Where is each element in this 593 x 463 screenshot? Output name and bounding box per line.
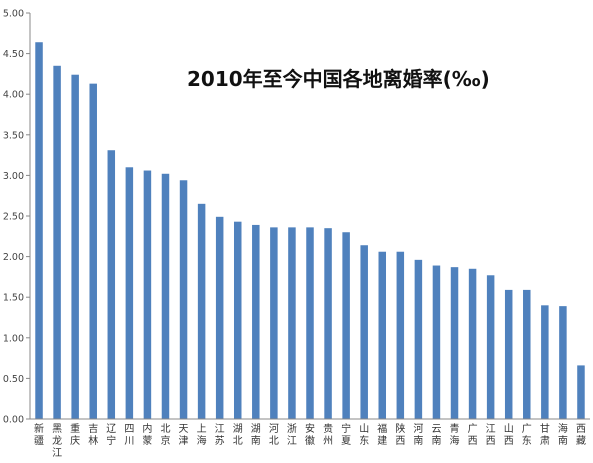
y-tick-label: 0.50 [3, 374, 24, 385]
y-tick-label: 3.00 [3, 171, 24, 182]
bar [486, 275, 495, 419]
x-axis-labels: 新疆黑龙江重庆吉林辽宁四川内蒙北京天津上海江苏湖北湖南河北浙江安徽贵州宁夏山东福… [34, 422, 586, 459]
bar [252, 224, 260, 419]
y-tick-label: 2.50 [3, 212, 24, 223]
x-tick-label: 江西 [486, 423, 496, 447]
y-tick-label: 4.00 [3, 90, 24, 101]
x-tick-label: 广西 [468, 423, 478, 447]
y-axis-ticks: 0.00 0.50 1.00 1.50 2.00 2.50 3.00 3.50 4.00 4.50… [3, 9, 30, 426]
x-tick-label: 浙江 [287, 423, 297, 447]
x-tick-label: 海南 [558, 422, 568, 447]
y-tick-label: 4.50 [3, 49, 24, 60]
x-tick-label: 新疆 [34, 422, 44, 447]
x-tick-label: 河北 [269, 423, 279, 447]
bar [577, 365, 585, 419]
y-tick-label: 3.50 [3, 130, 24, 141]
x-tick-label: 西藏 [576, 424, 586, 447]
x-tick-label: 贵州 [323, 422, 333, 447]
bar [523, 289, 531, 419]
bar [197, 203, 206, 419]
bar [342, 232, 350, 419]
y-tick-label: 1.50 [3, 293, 24, 304]
bar [450, 267, 459, 419]
chart-title: 2010年至今中国各地离婚率(‰) [187, 67, 490, 91]
y-tick-label: 0.00 [3, 415, 24, 426]
x-tick-label: 重庆 [70, 422, 80, 447]
x-tick-label: 湖南 [251, 423, 261, 447]
y-tick-label: 5.00 [3, 9, 24, 20]
bar [161, 173, 170, 419]
y-tick-label: 1.00 [3, 333, 24, 344]
bar [288, 227, 296, 419]
x-tick-label: 广东 [522, 423, 532, 447]
bar [541, 305, 549, 419]
x-tick-label: 天津 [179, 424, 189, 447]
bar [53, 65, 61, 419]
bar [179, 180, 188, 419]
bar [432, 265, 441, 419]
x-tick-label: 安徽 [305, 422, 315, 447]
bar [215, 216, 224, 419]
x-tick-label: 上海 [197, 423, 207, 447]
bar [71, 74, 79, 419]
x-tick-label: 四川 [124, 424, 134, 447]
x-tick-label: 甘肃 [540, 422, 550, 447]
bar [360, 245, 368, 419]
bar [378, 251, 387, 419]
x-tick-label: 北京 [160, 423, 170, 447]
x-tick-label: 山东 [359, 423, 369, 447]
x-tick-label: 云南 [431, 424, 441, 447]
bar [233, 221, 242, 419]
bar [559, 306, 567, 419]
bars [35, 42, 585, 420]
x-tick-label: 辽宁 [106, 423, 116, 447]
bar [270, 227, 278, 419]
y-tick-label: 2.00 [3, 252, 24, 263]
x-tick-label: 陕西 [395, 422, 405, 447]
x-tick-label: 黑龙江 [52, 423, 62, 458]
x-tick-label: 吉林 [88, 423, 98, 447]
bar [143, 170, 152, 419]
x-tick-label: 江苏 [215, 423, 225, 447]
bar [324, 228, 332, 419]
bar [89, 83, 97, 420]
x-tick-label: 青海 [450, 422, 460, 447]
x-tick-label: 内蒙 [142, 422, 152, 447]
x-tick-label: 河南 [413, 423, 423, 447]
x-tick-label: 宁夏 [341, 422, 351, 447]
bar [504, 289, 513, 419]
x-tick-label: 山西 [504, 423, 514, 447]
x-tick-label: 福建 [377, 422, 387, 447]
bar [468, 268, 477, 419]
x-tick-label: 湖北 [233, 423, 243, 447]
bar [125, 167, 134, 419]
bar [414, 259, 423, 419]
bar [396, 251, 405, 419]
bar [107, 150, 116, 419]
bar [35, 42, 43, 420]
bar [306, 227, 314, 419]
